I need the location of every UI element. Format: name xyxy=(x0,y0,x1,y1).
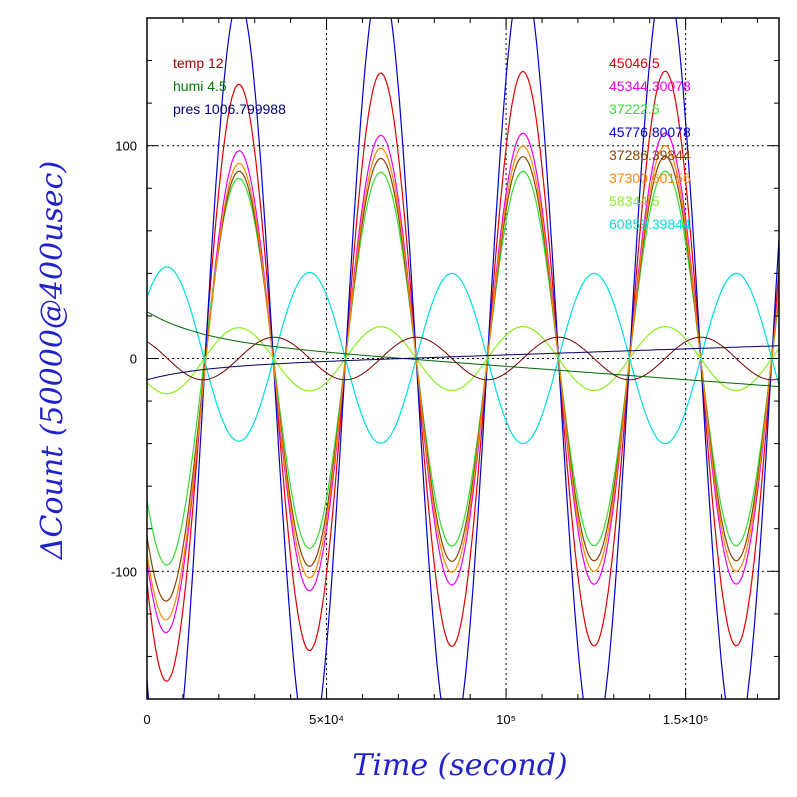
series-line-3 xyxy=(147,170,779,566)
legend-entry: 45776.80078 xyxy=(609,124,691,140)
legend-entry: 37222.5 xyxy=(609,101,660,117)
grid xyxy=(147,18,779,699)
annotation-text: pres 1006.799988 xyxy=(173,101,286,117)
x-tick-label: 0 xyxy=(143,712,150,727)
annotations: temp 12 humi 4.5 pres 1006.799988 xyxy=(173,55,286,117)
legend-entry: 60859.39844 xyxy=(609,216,691,232)
y-tick-label: 100 xyxy=(115,139,137,154)
series-line-2 xyxy=(147,132,779,634)
series-line-4 xyxy=(147,18,779,699)
aux-line-2 xyxy=(147,311,779,388)
ticks: 0 5×10⁴ 10⁵ 1.5×10⁵ 100 0 -100 xyxy=(111,17,779,727)
legend-entry: 37300.60156 xyxy=(609,170,691,186)
aux-line-3 xyxy=(147,345,779,381)
y-tick-label: 0 xyxy=(130,352,137,367)
y-axis-label: ΔCount (50000@400usec) xyxy=(35,161,70,560)
series-line-7 xyxy=(147,326,779,395)
series-line-5 xyxy=(147,155,779,602)
x-axis-label: Time (second) xyxy=(352,748,567,783)
legend-entry: 45344.30078 xyxy=(609,78,691,94)
annotation-text: temp 12 xyxy=(173,55,224,71)
legend: 45046.5 45344.30078 37222.5 45776.80078 3728… xyxy=(609,55,691,232)
x-tick-label: 10⁵ xyxy=(496,712,516,727)
legend-entry: 45046.5 xyxy=(609,55,660,71)
series-line-6 xyxy=(147,145,779,621)
legend-entry: 58344.5 xyxy=(609,193,660,209)
annotation-text: humi 4.5 xyxy=(173,78,227,94)
legend-entry: 37286.39844 xyxy=(609,147,691,163)
aux-line-1 xyxy=(147,336,779,381)
x-tick-label: 1.5×10⁵ xyxy=(663,712,709,727)
series-line-8 xyxy=(147,266,779,445)
series-lines xyxy=(147,18,779,699)
x-tick-label: 5×10⁴ xyxy=(309,712,344,727)
y-tick-label: -100 xyxy=(111,564,137,579)
series-line-1 xyxy=(147,70,779,682)
